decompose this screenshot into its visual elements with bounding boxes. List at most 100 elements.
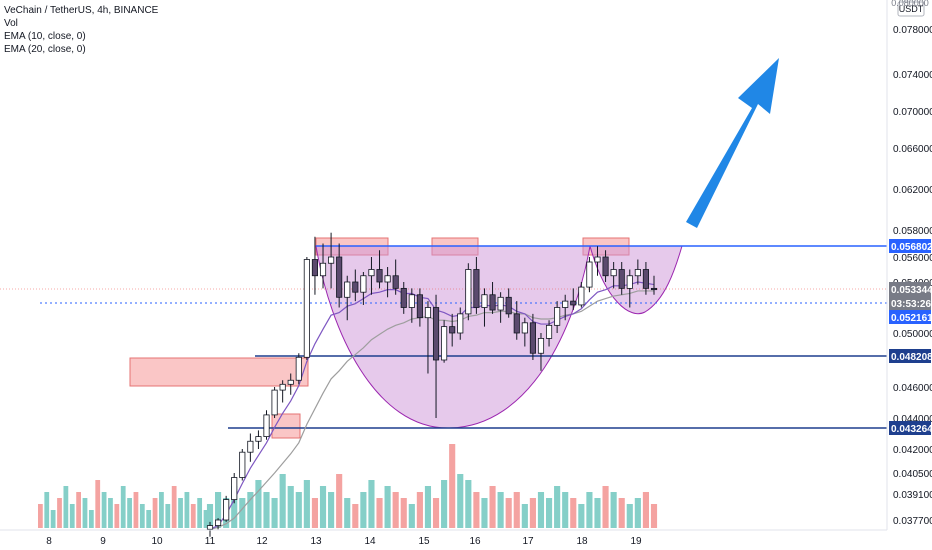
volume-bar — [57, 498, 62, 528]
volume-bar — [271, 498, 278, 528]
volume-bar — [101, 492, 107, 528]
price-tag-label: 0.053344 — [891, 285, 932, 296]
price-tick-label: 0.070000 — [893, 107, 932, 118]
candle-body — [513, 313, 520, 334]
candle-body — [602, 256, 609, 277]
price-tag-background — [889, 349, 931, 363]
ema-20-indicator-label[interactable]: EMA (20, close, 0) — [4, 44, 86, 55]
price-tick-label: 0.050000 — [893, 329, 932, 340]
ema-10-indicator-label[interactable]: EMA (10, close, 0) — [4, 31, 86, 42]
symbol-title[interactable]: VeChain / TetherUS, 4h, BINANCE — [4, 5, 159, 16]
candle-body — [271, 389, 278, 416]
price-tag-label: 0.052161 — [891, 313, 932, 324]
candle-body — [376, 269, 383, 283]
price-tag: 0.043264 — [889, 421, 932, 435]
candle-body — [344, 281, 351, 298]
volume-bar — [554, 486, 561, 528]
volume-bar — [642, 492, 649, 528]
volume-bar — [352, 504, 359, 528]
candle-body — [328, 256, 335, 264]
candle-body — [392, 275, 399, 289]
volume-bar — [50, 510, 56, 528]
price-tag-background — [889, 239, 931, 253]
time-tick-label: 9 — [100, 536, 106, 547]
price-tag: 0.052161 — [889, 310, 932, 324]
volume-bar — [178, 498, 183, 528]
price-tag-background — [889, 296, 931, 310]
volume-bars — [38, 444, 658, 528]
price-tick-label: 0.040500 — [893, 469, 932, 480]
candle-body — [650, 287, 658, 291]
volume-bar — [457, 474, 464, 528]
candle-body — [626, 275, 633, 289]
candle-body — [360, 275, 367, 293]
volume-bar — [171, 486, 177, 528]
price-tick-label: 0.056000 — [893, 253, 932, 264]
price-tag-label: 0.056802 — [891, 242, 932, 253]
candle-body — [408, 294, 415, 308]
candle-body — [562, 300, 569, 308]
volume-bar — [146, 510, 152, 528]
volume-bar — [197, 498, 203, 528]
volume-bar — [586, 492, 593, 528]
price-tick-label: 0.078000 — [893, 25, 932, 36]
volume-bar — [203, 510, 209, 528]
price-tag: 0.053344 — [889, 282, 932, 296]
time-tick-label: 19 — [630, 536, 642, 547]
candle-body — [586, 261, 593, 288]
volume-bar — [432, 498, 440, 528]
volume-bar — [159, 492, 164, 528]
horizontal-levels — [0, 245, 887, 429]
candle-body — [400, 287, 407, 308]
chart-legend: VeChain / TetherUS, 4h, BINANCE Vol EMA … — [4, 4, 158, 56]
candle-body — [554, 307, 561, 326]
candle-body — [521, 322, 528, 334]
volume-bar — [311, 498, 319, 528]
price-tick-label: 0.037700 — [893, 516, 932, 527]
volume-bar — [529, 498, 536, 528]
volume-bar — [127, 498, 132, 528]
volume-bar — [416, 492, 423, 528]
volume-bar — [650, 504, 658, 528]
volume-bar — [489, 486, 496, 528]
time-tick-label: 15 — [418, 536, 430, 547]
candle-body — [352, 281, 359, 293]
price-axis-ticks: 0.078000 0.074000 0.070000 0.066000 0.062000… — [893, 25, 932, 527]
candle-body — [311, 259, 319, 277]
candle-body — [384, 275, 391, 283]
volume-bar — [319, 486, 327, 528]
candle-body — [618, 269, 625, 289]
volume-bar — [481, 498, 488, 528]
price-tick-label: 0.046000 — [893, 383, 932, 394]
price-tag-background — [889, 310, 931, 324]
volume-bar — [376, 498, 383, 528]
candle-body — [295, 356, 302, 381]
volume-bar — [247, 492, 254, 528]
ema-10-line — [209, 281, 655, 530]
price-tag: 03:53:26 — [889, 296, 931, 310]
candle-body — [489, 294, 496, 311]
candle-body — [263, 414, 270, 437]
volume-indicator-label[interactable]: Vol — [4, 18, 18, 29]
volume-bar — [634, 498, 641, 528]
time-tick-label: 8 — [46, 536, 52, 547]
currency-badge[interactable]: USDT — [897, 1, 925, 17]
candlesticks — [206, 232, 658, 537]
volume-bar — [88, 510, 94, 528]
candle-body — [481, 294, 488, 308]
price-tags: 0.056802 0.053344 03:53:26 0.052161 0.048208… — [889, 239, 932, 435]
candle-body — [239, 451, 246, 478]
candle-body — [231, 477, 238, 500]
candle-body — [465, 269, 472, 315]
volume-bar — [184, 492, 190, 528]
time-axis-ticks: 8 9 10 11 12 13 14 15 16 17 18 19 — [46, 536, 642, 547]
volume-bar — [165, 504, 171, 528]
candle-body — [223, 499, 230, 521]
volume-bar — [400, 498, 407, 528]
candle-body — [545, 324, 553, 339]
top-price-label: 0.080000 — [891, 0, 929, 8]
volume-bar — [408, 504, 415, 528]
volume-bar — [295, 492, 302, 528]
candle-body — [416, 294, 423, 319]
